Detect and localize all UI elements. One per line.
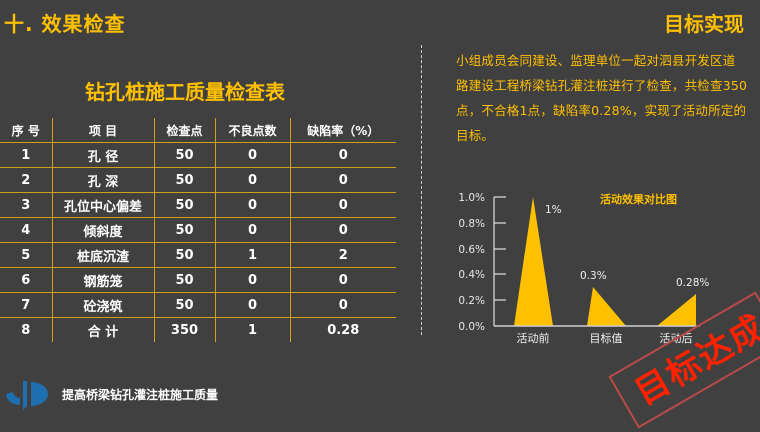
cell-no: 5 xyxy=(0,242,52,268)
svg-text:0.3%: 0.3% xyxy=(580,270,607,282)
svg-text:1%: 1% xyxy=(545,204,562,216)
cell-rate: 0 xyxy=(289,142,396,168)
table-row: 7 砼浇筑 50 0 0 xyxy=(0,292,396,318)
cell-defects: 1 xyxy=(214,242,290,268)
dashed-divider xyxy=(421,45,422,335)
cell-defects: 0 xyxy=(214,167,290,193)
cell-no: 6 xyxy=(0,267,52,293)
y-tick-labels: 1.0% 0.8% 0.6% 0.4% 0.2% 0.0% xyxy=(458,192,485,333)
cell-item: 孔 深 xyxy=(51,167,154,193)
svg-text:0.2%: 0.2% xyxy=(458,295,485,307)
svg-text:活动后: 活动后 xyxy=(660,332,693,345)
cell-points: 50 xyxy=(153,292,215,318)
cell-no: 1 xyxy=(0,142,52,168)
cell-points: 50 xyxy=(153,217,215,243)
bar-target-value xyxy=(587,287,626,326)
section-title: 十. 效果检查 xyxy=(4,12,126,36)
logo-icon xyxy=(4,377,50,411)
x-tick-labels: 活动前 目标值 活动后 xyxy=(517,331,693,345)
table-row: 4 倾斜度 50 0 0 xyxy=(0,217,396,243)
cell-points: 50 xyxy=(153,167,215,193)
column-header-rate: 缺陷率（%） xyxy=(289,118,396,143)
table-title: 钻孔桩施工质量检查表 xyxy=(85,80,285,104)
cell-item: 钢筋笼 xyxy=(51,267,154,293)
cell-rate: 0.28 xyxy=(289,317,396,342)
chart-title: 活动效果对比图 xyxy=(600,192,677,206)
cell-no: 8 xyxy=(21,322,31,338)
table-row-total: 8 合 计 350 1 0.28 xyxy=(0,317,396,342)
cell-rate: 0 xyxy=(289,267,396,293)
cell-no: 3 xyxy=(0,192,52,218)
cell-points: 350 xyxy=(153,317,215,342)
cell-defects: 0 xyxy=(214,192,290,218)
svg-text:0.28%: 0.28% xyxy=(676,277,709,289)
cell-item: 桩底沉渣 xyxy=(51,242,154,268)
summary-paragraph: 小组成员会同建设、监理单位一起对泗县开发区道路建设工程桥梁钻孔灌注桩进行了检查，… xyxy=(456,53,748,143)
svg-text:0.4%: 0.4% xyxy=(458,269,485,281)
quality-inspection-table: 序 号 项 目 检查点 不良点数 缺陷率（%） 1 孔 径 50 0 0 2 孔… xyxy=(0,118,396,342)
cell-points: 50 xyxy=(153,142,215,168)
cell-rate: 0 xyxy=(289,292,396,318)
column-header-item: 项 目 xyxy=(51,118,154,143)
cell-rate: 0 xyxy=(289,167,396,193)
table-row: 2 孔 深 50 0 0 xyxy=(0,167,396,193)
table-header-row: 序 号 项 目 检查点 不良点数 缺陷率（%） xyxy=(0,118,396,143)
svg-text:0.0%: 0.0% xyxy=(458,321,485,333)
svg-text:活动前: 活动前 xyxy=(517,331,550,345)
cell-defects: 0 xyxy=(214,142,290,168)
svg-text:0.8%: 0.8% xyxy=(458,218,485,230)
cell-no: 7 xyxy=(0,292,52,318)
column-header-points: 检查点 xyxy=(153,118,215,143)
cell-item: 倾斜度 xyxy=(51,217,154,243)
cell-rate: 2 xyxy=(289,242,396,268)
footer-text: 提高桥梁钻孔灌注桩施工质量 xyxy=(62,388,219,402)
cell-points: 50 xyxy=(153,267,215,293)
cell-points: 50 xyxy=(153,242,215,268)
svg-text:0.6%: 0.6% xyxy=(458,244,485,256)
cell-no: 4 xyxy=(0,217,52,243)
table-row: 3 孔位中心偏差 50 0 0 xyxy=(0,192,396,218)
cell-points: 50 xyxy=(153,192,215,218)
cell-item: 合 计 xyxy=(51,317,154,342)
y-axis-ticks xyxy=(494,196,506,301)
bar-after-activity xyxy=(657,294,696,326)
cell-defects: 0 xyxy=(214,217,290,243)
column-header-no: 序 号 xyxy=(0,118,52,143)
cell-rate: 0 xyxy=(289,192,396,218)
cell-defects: 1 xyxy=(214,317,290,342)
bar-before-activity xyxy=(514,197,553,326)
svg-text:1.0%: 1.0% xyxy=(458,192,485,204)
comparison-chart: 活动效果对比图 1.0% 0.8% 0.6% 0.4% 0.2% 0.0% 1%… xyxy=(440,180,740,350)
cell-item: 砼浇筑 xyxy=(51,292,154,318)
table-row: 5 桩底沉渣 50 1 2 xyxy=(0,242,396,268)
cell-item: 孔 径 xyxy=(51,142,154,168)
table-row: 6 钢筋笼 50 0 0 xyxy=(0,267,396,293)
cell-item: 孔位中心偏差 xyxy=(51,192,154,218)
cell-defects: 0 xyxy=(214,292,290,318)
goal-title: 目标实现 xyxy=(664,12,744,36)
data-labels: 1% 0.3% 0.28% xyxy=(545,204,709,289)
cell-defects: 0 xyxy=(214,267,290,293)
cell-rate: 0 xyxy=(289,217,396,243)
svg-text:目标值: 目标值 xyxy=(590,331,623,345)
cell-no: 2 xyxy=(0,167,52,193)
table-row: 1 孔 径 50 0 0 xyxy=(0,142,396,168)
column-header-defects: 不良点数 xyxy=(214,118,290,143)
